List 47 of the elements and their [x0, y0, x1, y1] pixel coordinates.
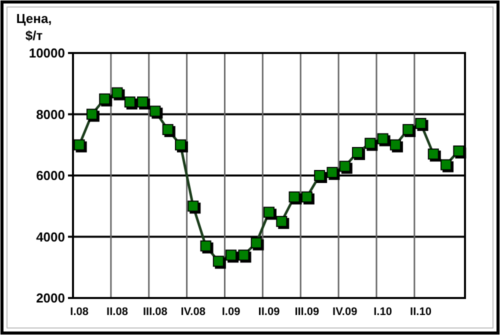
point — [276, 216, 288, 227]
point — [326, 166, 338, 178]
point — [377, 133, 388, 144]
x-tick-label: II.10 — [410, 306, 432, 318]
point — [99, 93, 110, 104]
point — [364, 138, 376, 149]
point — [352, 147, 364, 158]
x-tick-label: IV.08 — [180, 306, 206, 318]
point — [74, 139, 85, 150]
point — [226, 250, 237, 261]
point — [238, 250, 250, 261]
y-tick-label: 10000 — [28, 46, 65, 61]
point — [162, 124, 174, 136]
point — [428, 148, 439, 160]
point — [200, 240, 212, 252]
point — [250, 237, 262, 248]
point — [124, 96, 136, 108]
point — [112, 87, 123, 98]
x-tick-label: III.09 — [294, 306, 320, 318]
y-tick-label: 4000 — [36, 229, 65, 244]
point — [288, 191, 300, 202]
point — [301, 191, 312, 202]
point — [264, 206, 274, 218]
point — [137, 96, 148, 108]
x-tick-label: I.09 — [222, 306, 240, 318]
x-tick-label: III.08 — [142, 306, 168, 318]
point — [174, 139, 186, 150]
point — [150, 106, 161, 117]
point — [339, 160, 350, 172]
point — [188, 200, 199, 212]
point — [453, 146, 464, 156]
x-tick-label: II.09 — [258, 306, 280, 318]
point — [440, 159, 452, 170]
y-tick-label: 8000 — [36, 106, 65, 122]
point — [415, 118, 426, 129]
point — [390, 139, 401, 150]
point — [402, 124, 414, 136]
y-tick-label: 2000 — [36, 290, 65, 306]
y-axis-title: Цена, $/т — [16, 11, 52, 43]
y-tick-label: 6000 — [36, 168, 65, 184]
x-tick-label: I.08 — [70, 306, 88, 318]
x-tick-label: IV.09 — [332, 306, 358, 318]
point — [314, 170, 326, 181]
x-tick-label: II.08 — [106, 306, 128, 318]
point — [86, 108, 98, 120]
x-tick-label: I.10 — [374, 306, 392, 318]
point — [212, 256, 224, 267]
